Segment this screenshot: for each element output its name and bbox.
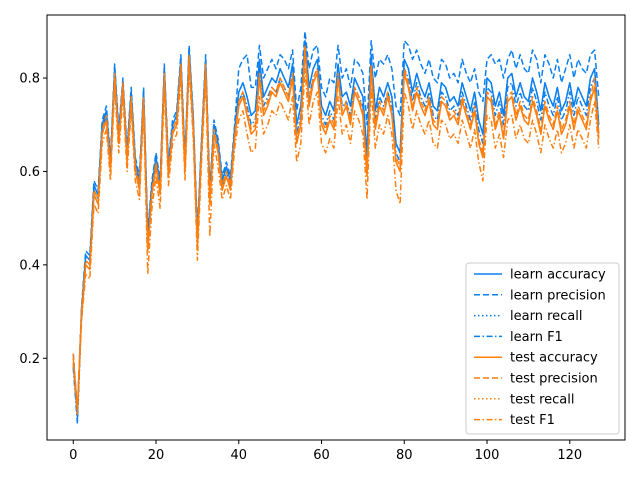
legend-label-learn-precision: learn precision — [510, 288, 606, 303]
series-line-test-f1 — [72, 67, 600, 416]
x-tick-label: 120 — [557, 448, 582, 463]
legend-label-test-precision: test precision — [510, 372, 598, 387]
legend-label-test-f1: test F1 — [510, 413, 555, 428]
legend-label-learn-recall: learn recall — [510, 309, 582, 324]
x-axis: 0 20 40 60 80 100 120 — [69, 440, 582, 463]
y-tick-label: 0.2 — [19, 352, 40, 367]
series-line-learn-recall — [72, 39, 600, 420]
x-tick-label: 80 — [396, 448, 413, 463]
x-tick-label: 40 — [230, 448, 247, 463]
series-layer — [72, 30, 600, 425]
x-tick-label: 0 — [69, 448, 77, 463]
legend-label-learn-accuracy: learn accuracy — [510, 268, 606, 283]
y-axis: 0.2 0.4 0.6 0.8 — [19, 72, 47, 367]
y-tick-label: 0.6 — [19, 165, 40, 180]
x-tick-label: 60 — [313, 448, 330, 463]
legend-box — [465, 262, 620, 435]
legend-label-test-accuracy: test accuracy — [510, 351, 598, 366]
legend-label-learn-f1: learn F1 — [510, 330, 563, 345]
x-tick-label: 100 — [475, 448, 500, 463]
x-tick-label: 20 — [148, 448, 165, 463]
y-tick-label: 0.4 — [19, 258, 40, 273]
y-tick-label: 0.8 — [19, 72, 40, 87]
series-line-test-precision — [72, 44, 600, 411]
legend-label-test-recall: test recall — [510, 392, 575, 407]
axes-frame — [46, 14, 626, 441]
legend: learn accuracy learn precision learn recal… — [465, 262, 620, 435]
